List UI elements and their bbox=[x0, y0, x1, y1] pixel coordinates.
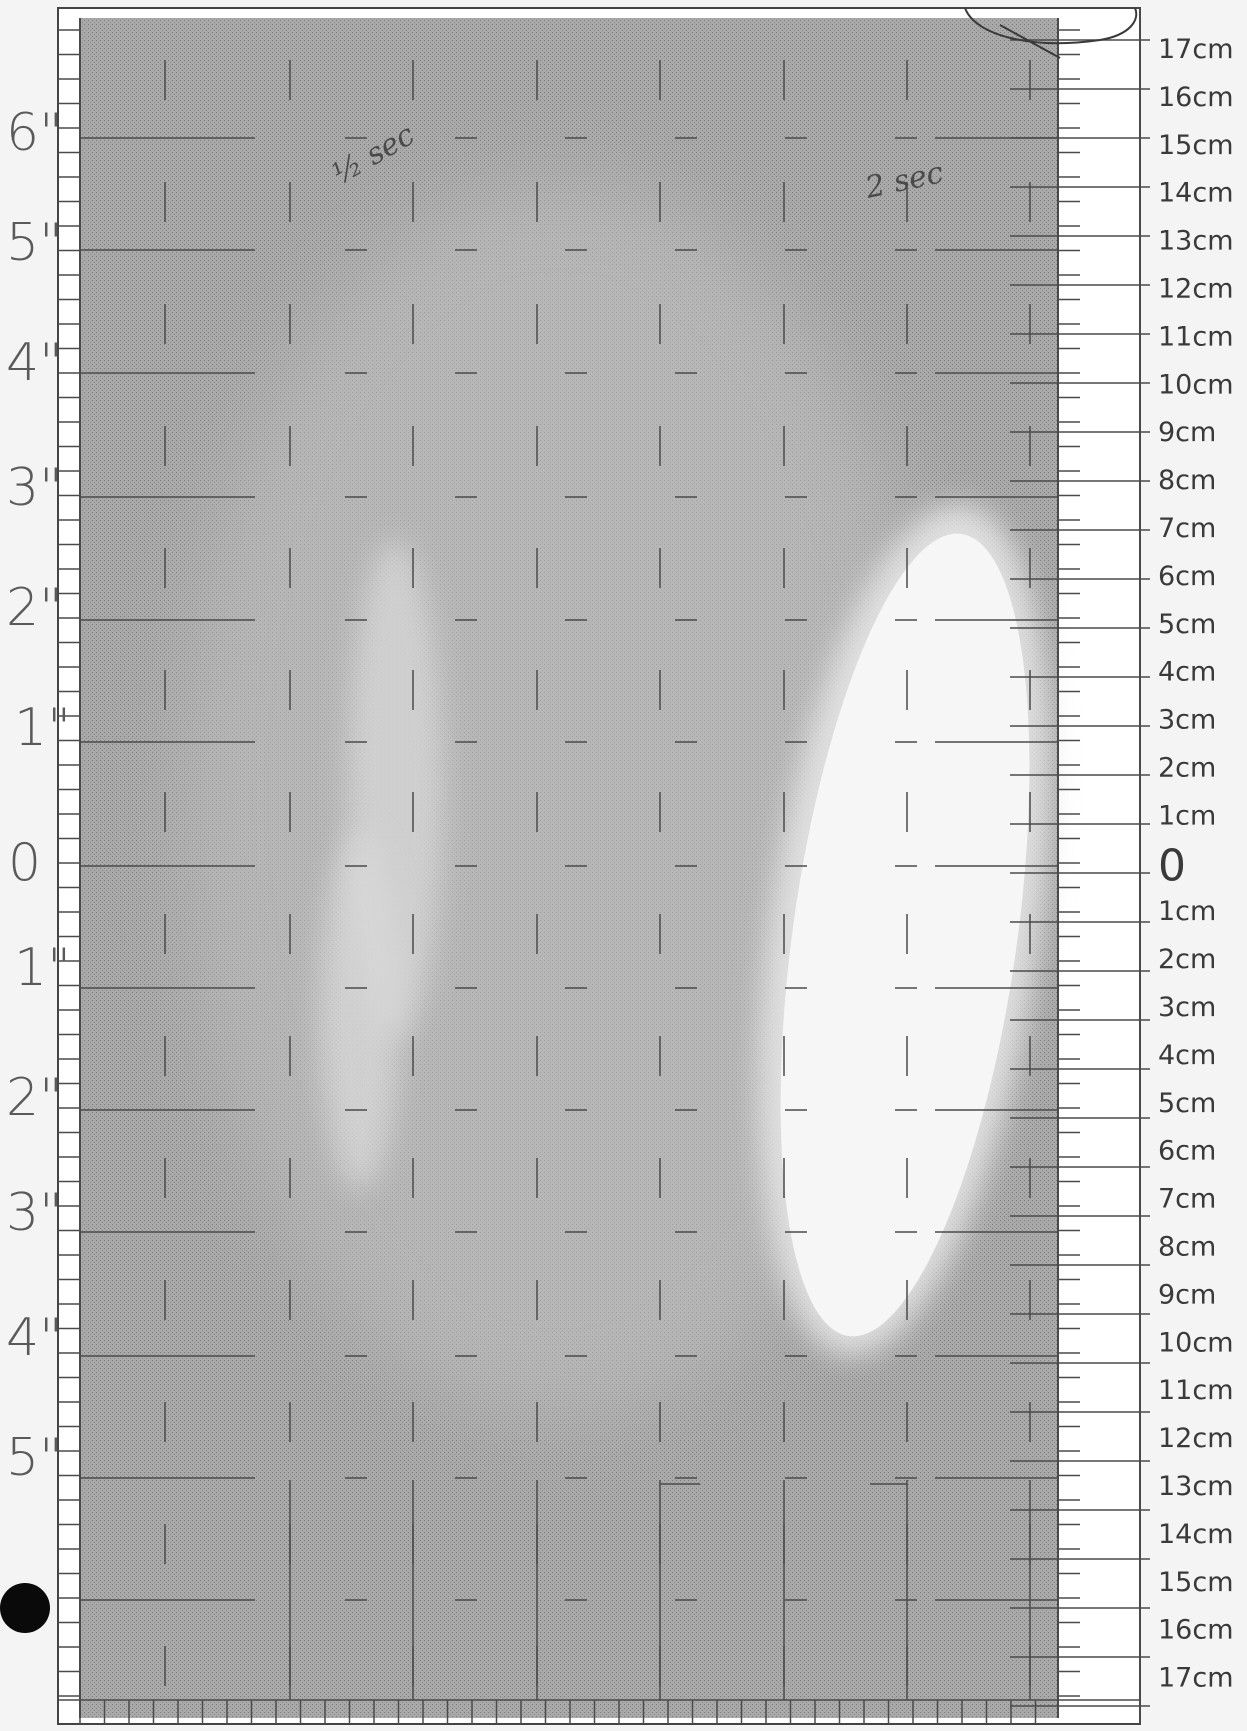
inch-label: 5" bbox=[6, 1428, 63, 1488]
cm-label: 9cm bbox=[1158, 1279, 1216, 1310]
cm-label: 0 bbox=[1158, 840, 1186, 891]
cm-label: 10cm bbox=[1158, 1327, 1234, 1358]
handwritten-scribble bbox=[964, 7, 1138, 59]
left-ruler bbox=[58, 18, 81, 1718]
cm-label: 2cm bbox=[1158, 944, 1216, 975]
cm-label: 5cm bbox=[1158, 1088, 1216, 1119]
inch-label: 1" bbox=[14, 698, 71, 758]
inch-label: 2" bbox=[6, 1068, 63, 1128]
bottom-ruler bbox=[58, 1699, 1140, 1724]
cm-label: 16cm bbox=[1158, 1615, 1234, 1646]
cm-label: 15cm bbox=[1158, 1567, 1234, 1598]
cm-label: 10cm bbox=[1158, 369, 1234, 400]
cm-label: 8cm bbox=[1158, 1232, 1216, 1263]
cm-label: 16cm bbox=[1158, 82, 1234, 113]
spray-pattern-two-second bbox=[758, 503, 1052, 1357]
cm-label: 4cm bbox=[1158, 657, 1216, 688]
cm-label: 8cm bbox=[1158, 465, 1216, 496]
inch-label: 3" bbox=[6, 458, 63, 518]
cm-label: 6cm bbox=[1158, 561, 1216, 592]
inch-label: 2" bbox=[6, 578, 63, 638]
cm-label: 14cm bbox=[1158, 1519, 1234, 1550]
inch-scale-labels: 6" 5" 4" 3" 2" 1" 0 1" 2" 3" 4" 5" bbox=[6, 103, 71, 1488]
cm-scale-labels: 17cm 16cm 15cm 14cm 13cm 12cm 11cm 10cm 9cm 8cm 7c… bbox=[1158, 34, 1234, 1694]
cm-label: 3cm bbox=[1158, 992, 1216, 1023]
cm-label: 11cm bbox=[1158, 1375, 1234, 1406]
cm-label: 17cm bbox=[1158, 1663, 1234, 1694]
cm-label: 1cm bbox=[1158, 896, 1216, 927]
cm-label: 13cm bbox=[1158, 1471, 1234, 1502]
cm-label: 4cm bbox=[1158, 1040, 1216, 1071]
right-ruler bbox=[1010, 8, 1150, 1724]
cm-label: 14cm bbox=[1158, 178, 1234, 209]
cm-label: 11cm bbox=[1158, 321, 1234, 352]
inch-label: 3" bbox=[6, 1183, 63, 1243]
cm-label: 15cm bbox=[1158, 130, 1234, 161]
cm-label: 6cm bbox=[1158, 1136, 1216, 1167]
spray-pattern-half-second bbox=[320, 540, 443, 1190]
cm-label: 5cm bbox=[1158, 609, 1216, 640]
binder-hole bbox=[0, 1583, 50, 1633]
inch-label: 6" bbox=[6, 103, 63, 163]
cm-label: 7cm bbox=[1158, 513, 1216, 544]
inch-label: 4" bbox=[6, 333, 63, 393]
inch-label: 4" bbox=[6, 1308, 63, 1368]
inch-label: 0 bbox=[8, 833, 41, 893]
cm-label: 7cm bbox=[1158, 1184, 1216, 1215]
cm-label: 2cm bbox=[1158, 753, 1216, 784]
inch-label: 5" bbox=[6, 213, 63, 273]
cm-label: 17cm bbox=[1158, 34, 1234, 65]
cm-label: 3cm bbox=[1158, 705, 1216, 736]
cm-label: 13cm bbox=[1158, 226, 1234, 257]
cm-label: 9cm bbox=[1158, 417, 1216, 448]
cm-label: 12cm bbox=[1158, 1423, 1234, 1454]
inch-label: 1" bbox=[14, 938, 71, 998]
cm-label: 12cm bbox=[1158, 274, 1234, 305]
cm-label: 1cm bbox=[1158, 800, 1216, 831]
measurement-grid bbox=[80, 60, 1058, 1700]
